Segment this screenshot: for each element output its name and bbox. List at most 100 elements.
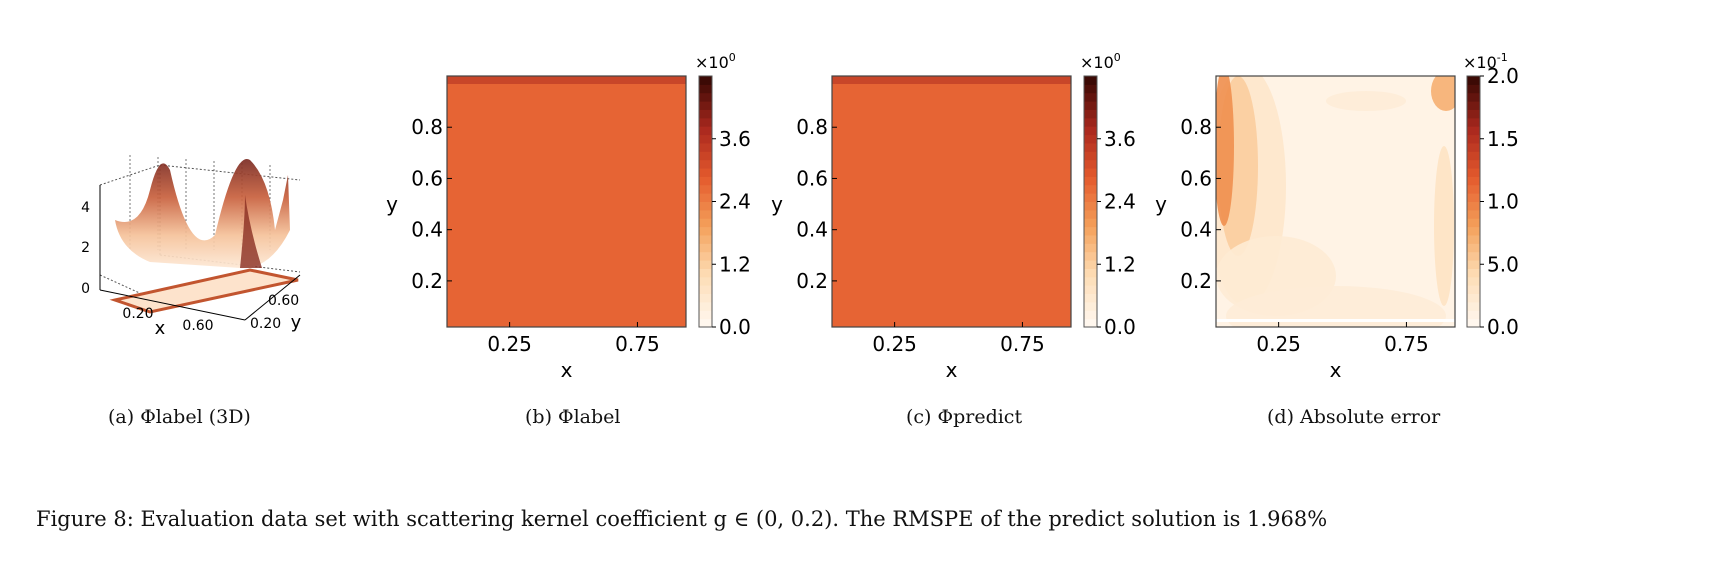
y-tick-label: 0.8 <box>1180 115 1212 139</box>
colorbar-band <box>1084 301 1097 311</box>
colorbar-band <box>699 234 712 244</box>
colorbar-band <box>1084 84 1097 94</box>
grid-line <box>159 164 301 181</box>
subcaption-d: (d) Absolute error <box>1267 406 1441 428</box>
colorbar-band <box>1084 126 1097 136</box>
plot-frame <box>831 75 1072 328</box>
colorbar-band <box>1084 117 1097 127</box>
grid-line <box>159 254 301 273</box>
colorbar-band <box>1084 184 1097 194</box>
colorbar-band <box>1467 218 1480 228</box>
z-tick-label: 2 <box>81 240 90 256</box>
colorbar-band <box>1467 234 1480 244</box>
x-tick-label: 0.25 <box>1256 332 1301 356</box>
colorbar-tick-label: 2.4 <box>719 190 751 214</box>
colorbar-band <box>1467 76 1480 85</box>
colorbar-band <box>1467 126 1480 136</box>
y-axis-label: y <box>771 192 783 216</box>
colorbar-band <box>699 226 712 236</box>
colorbar-band <box>1084 101 1097 110</box>
x-axis <box>99 289 246 321</box>
y-tick-label: 0.4 <box>1180 218 1212 242</box>
colorbar-band <box>699 84 712 94</box>
colorbar-band <box>1467 101 1480 110</box>
x-tick-label: 0.75 <box>615 332 660 356</box>
y-axis <box>244 274 301 321</box>
colorbar-band <box>699 134 712 144</box>
y-axis-label: y <box>1155 192 1167 216</box>
colorbar-band <box>699 285 712 295</box>
colorbar-band <box>1467 318 1480 328</box>
heatmap-panel-2: 0.25 0.75 0.2 0.4 0.6 0.8 x y 0.0 1.2 2.4 3.6 ×100 <box>386 51 751 382</box>
y-axis-label: y <box>291 312 302 333</box>
colorbar-band <box>699 159 712 169</box>
colorbar-band <box>699 268 712 278</box>
z-tick-label: 4 <box>81 200 90 216</box>
colorbar-band <box>699 218 712 228</box>
colorbar-band <box>699 310 712 320</box>
y-tick-label: 0.60 <box>268 293 299 309</box>
colorbar-tick-label: 1.2 <box>1104 252 1136 276</box>
colorbar-band <box>1467 109 1480 119</box>
y-axis-label: y <box>386 192 398 216</box>
figure-caption: Figure 8: Evaluation data set with scatt… <box>36 507 1328 531</box>
colorbar-band <box>699 209 712 219</box>
y-tick-label: 0.2 <box>1180 269 1212 293</box>
colorbar-band <box>1084 168 1097 177</box>
y-tick-label: 0.6 <box>1180 166 1212 190</box>
y-tick-label: 0.6 <box>796 166 828 190</box>
colorbar-tick-label: 1.0 <box>1487 190 1519 214</box>
colorbar-band <box>699 142 712 152</box>
colorbar-tick-label: 3.6 <box>719 127 751 151</box>
y-tick-label: 0.20 <box>250 316 281 332</box>
colorbar-band <box>699 318 712 328</box>
y-tick-label: 0.8 <box>411 115 443 139</box>
colorbar-band <box>1084 159 1097 169</box>
colorbar-band <box>1084 176 1097 186</box>
colorbar-band <box>699 251 712 261</box>
colorbar-band <box>1084 318 1097 328</box>
x-tick-label: 0.60 <box>182 318 213 334</box>
y-tick-label: 0.8 <box>796 115 828 139</box>
contour-level <box>832 76 1071 327</box>
contour-level <box>1326 91 1406 111</box>
colorbar-band <box>1467 268 1480 278</box>
colorbar-band <box>1467 293 1480 303</box>
colorbar-tick-label: 2.0 <box>1487 64 1519 88</box>
colorbar-band <box>1467 134 1480 144</box>
x-tick-label: 0.25 <box>872 332 917 356</box>
heatmap-panel-3: 0.25 0.75 0.2 0.4 0.6 0.8 x y 0.0 1.2 2.4 3.6 ×100 <box>771 51 1136 382</box>
colorbar-tick-label: 0.0 <box>1487 315 1519 339</box>
colorbar-tick-label: 0.0 <box>719 315 751 339</box>
colorbar-exponent: ×100 <box>695 51 736 72</box>
colorbar-tick-label: 3.6 <box>1104 127 1136 151</box>
colorbar-band <box>1084 293 1097 303</box>
colorbar-exponent: ×10-1 <box>1463 51 1508 72</box>
contour-edge <box>1216 319 1455 322</box>
colorbar-band <box>699 109 712 119</box>
colorbar-band <box>699 293 712 303</box>
colorbar-tick-label: 1.5 <box>1487 127 1519 151</box>
x-axis-label: x <box>946 358 958 382</box>
colorbar-band <box>1084 76 1097 85</box>
colorbar-band <box>699 260 712 269</box>
colorbar-band <box>699 193 712 202</box>
colorbar-band <box>1084 92 1097 102</box>
colorbar-band <box>1084 151 1097 161</box>
grid-line <box>99 164 161 186</box>
colorbar-band <box>1467 168 1480 177</box>
colorbar-band <box>1084 276 1097 286</box>
colorbar-band <box>1467 142 1480 152</box>
y-tick-label: 0.4 <box>411 218 443 242</box>
x-axis-label: x <box>1330 358 1342 382</box>
colorbar-tick-label: 2.4 <box>1104 190 1136 214</box>
colorbar-band <box>1467 251 1480 261</box>
heatmap-field <box>447 76 686 327</box>
colorbar-band <box>1084 234 1097 244</box>
colorbar-band <box>699 151 712 161</box>
colorbar-band <box>1467 243 1480 253</box>
x-tick-label: 0.20 <box>122 306 153 322</box>
colorbar-band <box>1084 260 1097 269</box>
contour-level <box>1434 146 1454 306</box>
